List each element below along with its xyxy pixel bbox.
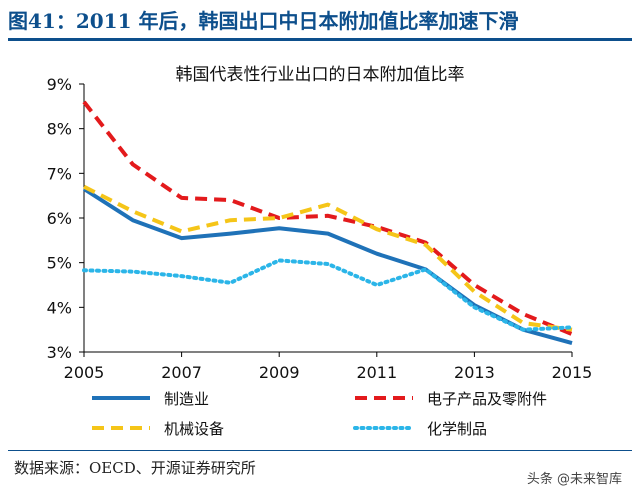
bottom-rule: [8, 450, 632, 451]
y-tick-label: 6%: [47, 209, 72, 228]
legend-label-manufacturing: 制造业: [164, 390, 209, 408]
source-note: 数据来源：OECD、开源证券研究所: [14, 459, 256, 477]
series-line-machinery: [83, 184, 573, 332]
chart-title: 韩国代表性行业出口的日本附加值比率: [176, 65, 465, 85]
y-tick-label: 7%: [47, 164, 72, 183]
series-line-manufacturing: [82, 187, 573, 346]
x-tick-label: 2007: [161, 363, 202, 382]
chart-area: 韩国代表性行业出口的日本附加值比率 3% 4% 5% 6% 7% 8% 9% 2005 2007…: [0, 42, 640, 450]
watermark: 头条 @未来智库: [526, 472, 622, 487]
x-tick-label: 2011: [356, 363, 397, 382]
chart-svg: 韩国代表性行业出口的日本附加值比率 3% 4% 5% 6% 7% 8% 9% 2005 2007…: [47, 65, 593, 438]
x-tick-label: 2013: [454, 363, 495, 382]
y-tick-label: 4%: [47, 298, 72, 317]
y-tick-label: 5%: [47, 254, 72, 273]
x-tick-label: 2005: [64, 363, 105, 382]
series-line-electronics: [82, 100, 573, 336]
legend-label-machinery: 机械设备: [164, 420, 224, 438]
x-tick-label: 2015: [552, 363, 593, 382]
y-tick-label: 3%: [47, 343, 72, 362]
legend-label-electronics: 电子产品及零附件: [427, 390, 547, 408]
title-rule: [8, 38, 632, 41]
x-tick-label: 2009: [259, 363, 300, 382]
y-tick-label: 9%: [47, 75, 72, 94]
figure-title: 图41：2011 年后，韩国出口中日本附加值比率加速下滑: [8, 9, 519, 33]
series-line-chemicals: [82, 258, 574, 332]
y-tick-label: 8%: [47, 120, 72, 139]
legend-label-chemicals: 化学制品: [427, 420, 487, 438]
